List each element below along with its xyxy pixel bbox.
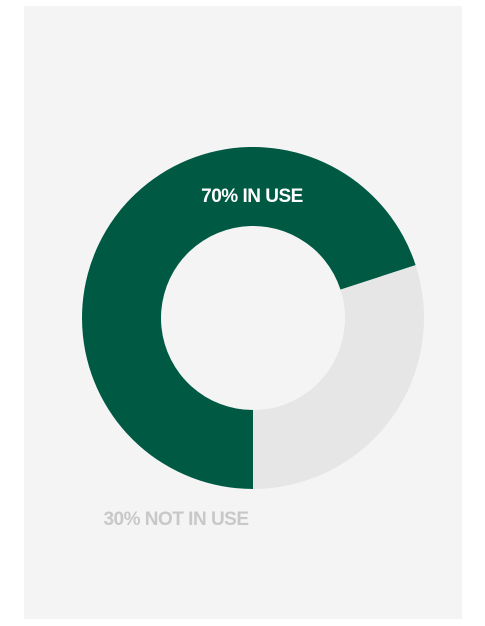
data-label-not-in-use: 30% NOT IN USE (103, 509, 248, 530)
slice-in-use (82, 146, 416, 489)
donut-chart: 70% IN USE 30% NOT IN USE (82, 146, 424, 530)
slice-not-in-use (253, 265, 424, 489)
chart-panel: 70% IN USE 30% NOT IN USE (24, 6, 462, 619)
data-label-in-use: 70% IN USE (201, 186, 303, 207)
